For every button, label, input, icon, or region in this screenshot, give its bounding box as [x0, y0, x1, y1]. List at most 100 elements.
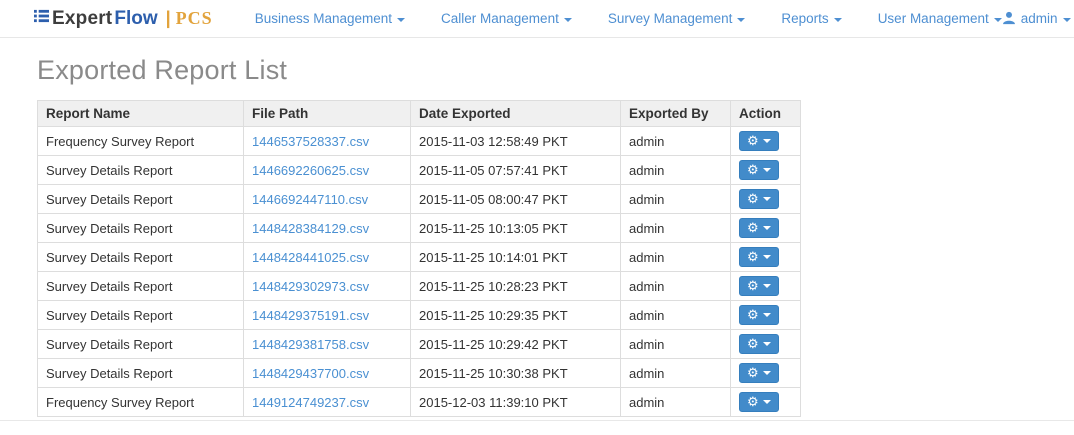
table-row: Frequency Survey Report 1449124749237.cs… [37, 387, 801, 417]
report-name-cell: Frequency Survey Report [37, 387, 244, 417]
row-actions-dropdown-button[interactable]: ⚙ [739, 160, 779, 180]
date-exported-text: 2015-12-03 11:39:10 PKT [419, 394, 568, 410]
file-path-link[interactable]: 1448429302973.csv [252, 278, 370, 294]
row-actions-dropdown-button[interactable]: ⚙ [739, 131, 779, 151]
chevron-down-icon [762, 371, 771, 375]
exported-by-cell: admin [620, 271, 731, 301]
file-path-cell: 1448429375191.csv [243, 300, 411, 330]
row-actions-dropdown-button[interactable]: ⚙ [739, 334, 779, 354]
file-path-link[interactable]: 1448428384129.csv [252, 220, 370, 236]
brand-flow: Flow [114, 7, 158, 29]
chevron-down-icon [762, 400, 771, 404]
report-name-cell: Survey Details Report [37, 271, 244, 301]
file-path-cell: 1448429302973.csv [243, 271, 411, 301]
table-header-row: Report Name File Path Date Exported Expo… [37, 100, 801, 127]
brand-logo[interactable]: Expert Flow | PCS [34, 8, 213, 30]
row-actions-dropdown-button[interactable]: ⚙ [739, 305, 779, 325]
user-menu[interactable]: admin [1002, 10, 1071, 28]
report-name-cell: Survey Details Report [37, 213, 244, 243]
column-header-report-name: Report Name [37, 100, 244, 127]
date-exported-text: 2015-11-25 10:14:01 PKT [419, 249, 568, 265]
nav-user-management[interactable]: User Management [878, 11, 1002, 26]
gear-icon: ⚙ [747, 307, 759, 322]
date-exported-text: 2015-11-25 10:28:23 PKT [419, 278, 568, 294]
file-path-cell: 1449124749237.csv [243, 387, 411, 417]
nav-business-management[interactable]: Business Management [255, 11, 406, 26]
date-exported-cell: 2015-11-25 10:14:01 PKT [410, 242, 621, 272]
nav-reports[interactable]: Reports [781, 11, 842, 26]
exported-by-text: admin [629, 336, 665, 352]
footer-divider [0, 420, 1074, 421]
chevron-down-icon [1062, 17, 1071, 22]
report-name-cell: Frequency Survey Report [37, 126, 244, 156]
file-path-link[interactable]: 1446537528337.csv [252, 133, 370, 149]
chevron-down-icon [762, 139, 771, 143]
action-cell: ⚙ [730, 242, 801, 272]
file-path-link[interactable]: 1449124749237.csv [252, 394, 370, 410]
main-content: Exported Report List Report Name File Pa… [0, 55, 1074, 417]
report-name-text: Survey Details Report [46, 249, 173, 265]
date-exported-cell: 2015-11-25 10:29:35 PKT [410, 300, 621, 330]
file-path-link[interactable]: 1448429381758.csv [252, 336, 370, 352]
gear-icon: ⚙ [747, 249, 759, 264]
file-path-link[interactable]: 1446692447110.csv [252, 191, 369, 207]
report-name-text: Survey Details Report [46, 162, 173, 178]
chevron-down-icon [833, 17, 842, 22]
exported-by-cell: admin [620, 155, 731, 185]
nav-menu: Business Management Caller Management Su… [255, 11, 1002, 26]
chevron-down-icon [397, 17, 406, 22]
table-row: Survey Details Report 1448429375191.csv … [37, 300, 801, 330]
date-exported-text: 2015-11-05 08:00:47 PKT [419, 191, 568, 207]
exported-by-text: admin [629, 249, 665, 265]
date-exported-cell: 2015-11-25 10:29:42 PKT [410, 329, 621, 359]
row-actions-dropdown-button[interactable]: ⚙ [739, 392, 779, 412]
action-cell: ⚙ [730, 184, 801, 214]
date-exported-cell: 2015-11-25 10:28:23 PKT [410, 271, 621, 301]
report-name-text: Survey Details Report [46, 191, 173, 207]
action-cell: ⚙ [730, 126, 801, 156]
file-path-link[interactable]: 1448429375191.csv [252, 307, 370, 323]
row-actions-dropdown-button[interactable]: ⚙ [739, 218, 779, 238]
exported-by-cell: admin [620, 387, 731, 417]
date-exported-cell: 2015-11-03 12:58:49 PKT [410, 126, 621, 156]
nav-survey-management[interactable]: Survey Management [608, 11, 746, 26]
action-cell: ⚙ [730, 155, 801, 185]
report-name-text: Survey Details Report [46, 278, 173, 294]
page-title: Exported Report List [37, 55, 288, 85]
list-bars-icon [34, 9, 49, 28]
date-exported-text: 2015-11-25 10:30:38 PKT [419, 365, 568, 381]
table-row: Frequency Survey Report 1446537528337.cs… [37, 126, 801, 156]
date-exported-text: 2015-11-03 12:58:49 PKT [419, 133, 568, 149]
exported-by-text: admin [629, 365, 665, 381]
file-path-link[interactable]: 1446692260625.csv [252, 162, 370, 178]
chevron-down-icon [762, 168, 771, 172]
chevron-down-icon [737, 17, 746, 22]
user-icon [1002, 11, 1016, 28]
nav-caller-management[interactable]: Caller Management [441, 11, 572, 26]
gear-icon: ⚙ [747, 336, 759, 351]
gear-icon: ⚙ [747, 394, 759, 409]
nav-label: Reports [781, 11, 829, 26]
column-header-date-exported: Date Exported [410, 100, 621, 127]
gear-icon: ⚙ [747, 365, 759, 380]
brand-divider: | [165, 8, 171, 28]
gear-icon: ⚙ [747, 191, 759, 206]
table-row: Survey Details Report 1446692447110.csv … [37, 184, 801, 214]
exported-by-cell: admin [620, 329, 731, 359]
report-name-cell: Survey Details Report [37, 184, 244, 214]
gear-icon: ⚙ [747, 278, 759, 293]
file-path-link[interactable]: 1448428441025.csv [252, 249, 370, 265]
file-path-link[interactable]: 1448429437700.csv [252, 365, 370, 381]
brand-expert: Expert [52, 7, 113, 29]
exported-by-cell: admin [620, 184, 731, 214]
row-actions-dropdown-button[interactable]: ⚙ [739, 189, 779, 209]
row-actions-dropdown-button[interactable]: ⚙ [739, 276, 779, 296]
row-actions-dropdown-button[interactable]: ⚙ [739, 247, 779, 267]
chevron-down-icon [762, 226, 771, 230]
exported-by-text: admin [629, 162, 665, 178]
exported-by-cell: admin [620, 300, 731, 330]
nav-label: User Management [877, 11, 989, 26]
nav-label: Survey Management [607, 11, 733, 26]
file-path-cell: 1448429437700.csv [243, 358, 411, 388]
row-actions-dropdown-button[interactable]: ⚙ [739, 363, 779, 383]
